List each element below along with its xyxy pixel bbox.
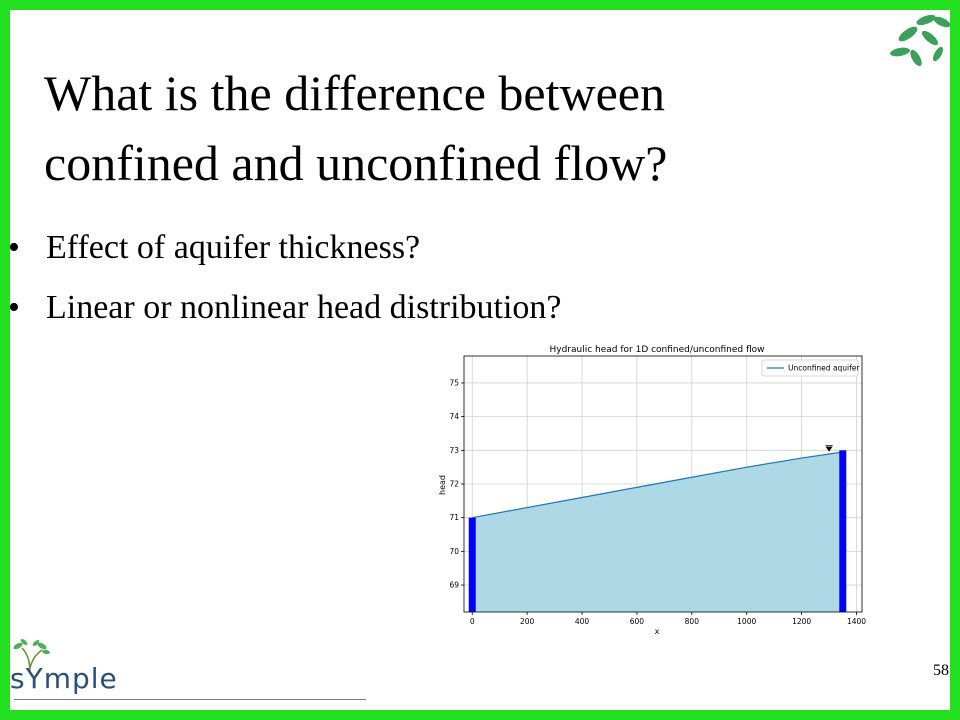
bullet-text: Linear or nonlinear head distribution? [46, 289, 562, 326]
bullet-item: • Effect of aquifer thickness? [8, 218, 562, 278]
x-tick-label: 400 [575, 617, 590, 626]
head-area-fill [472, 452, 843, 612]
plot-frame [463, 355, 863, 613]
y-tick-label: 71 [449, 513, 459, 522]
x-tick-label: 800 [685, 617, 700, 626]
symple-logo-text: sYmple [10, 662, 118, 695]
title-line-2: confined and unconfined flow? [44, 135, 668, 191]
y-axis-label: head [438, 475, 447, 495]
x-axis-label: x [655, 627, 660, 636]
area-layer [472, 452, 843, 612]
title-line-1: What is the difference between [44, 65, 665, 121]
y-tick-label: 69 [449, 581, 459, 590]
bullet-dot: • [8, 229, 20, 266]
sprout-logo-icon [13, 639, 50, 674]
head-line [472, 451, 843, 519]
x-tick-label: 0 [470, 617, 475, 626]
water-table-marker [825, 446, 833, 452]
bullet-item: • Linear or nonlinear head distribution? [8, 278, 562, 338]
marks-layer [468, 445, 847, 612]
head-chart: Hydraulic head for 1D confined/unconfine… [438, 345, 866, 636]
right-boundary-bar [839, 450, 847, 612]
left-boundary-bar [468, 517, 476, 612]
legend: Unconfined aquifer [761, 359, 860, 377]
y-tick-label: 72 [449, 480, 459, 489]
logo-underline [14, 699, 366, 700]
x-tick-label: 600 [630, 617, 645, 626]
slide-title: What is the difference between confined … [44, 58, 864, 198]
y-tick-label: 75 [449, 378, 459, 387]
y-tick-label: 73 [449, 446, 459, 455]
x-tick-label: 1000 [737, 617, 756, 626]
x-tick-label: 1200 [792, 617, 811, 626]
bullet-list: • Effect of aquifer thickness? • Linear … [8, 218, 562, 338]
legend-label: Unconfined aquifer [788, 364, 860, 373]
page-number: 58 [933, 662, 949, 679]
bullet-text: Effect of aquifer thickness? [46, 229, 421, 266]
bullet-dot: • [8, 289, 20, 326]
chart-title: Hydraulic head for 1D confined/unconfine… [549, 345, 764, 355]
y-tick-label: 70 [449, 547, 459, 556]
leaves-logo-icon [890, 14, 951, 67]
y-tick-label: 74 [449, 412, 459, 421]
x-tick-label: 200 [520, 617, 535, 626]
ticks-layer: 0 200 400 600 800 1000 1200 1400 69 70 71 72 73 74 75 [449, 378, 866, 626]
legend-box [761, 359, 859, 377]
x-tick-label: 1400 [847, 617, 866, 626]
